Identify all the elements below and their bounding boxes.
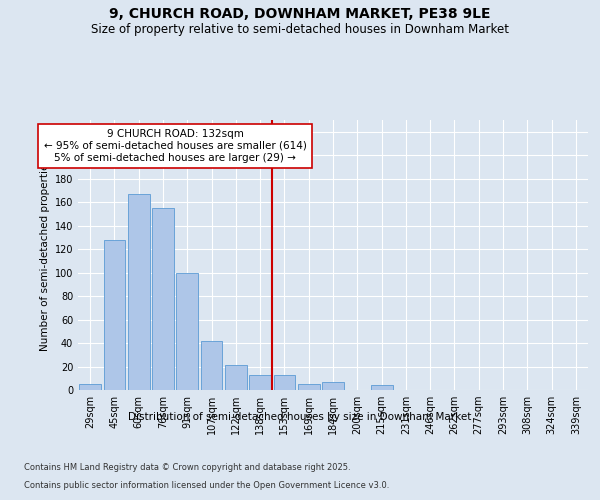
Text: 9 CHURCH ROAD: 132sqm
← 95% of semi-detached houses are smaller (614)
5% of semi: 9 CHURCH ROAD: 132sqm ← 95% of semi-deta… xyxy=(44,130,307,162)
Text: Size of property relative to semi-detached houses in Downham Market: Size of property relative to semi-detach… xyxy=(91,22,509,36)
Bar xyxy=(176,272,198,390)
Bar xyxy=(274,374,295,390)
Y-axis label: Number of semi-detached properties: Number of semi-detached properties xyxy=(40,158,50,352)
Bar xyxy=(79,384,101,390)
Text: Contains public sector information licensed under the Open Government Licence v3: Contains public sector information licen… xyxy=(24,481,389,490)
Bar xyxy=(104,240,125,390)
Bar xyxy=(200,340,223,390)
Bar xyxy=(298,384,320,390)
Bar xyxy=(371,386,392,390)
Text: Contains HM Land Registry data © Crown copyright and database right 2025.: Contains HM Land Registry data © Crown c… xyxy=(24,464,350,472)
Text: 9, CHURCH ROAD, DOWNHAM MARKET, PE38 9LE: 9, CHURCH ROAD, DOWNHAM MARKET, PE38 9LE xyxy=(109,8,491,22)
Text: Distribution of semi-detached houses by size in Downham Market: Distribution of semi-detached houses by … xyxy=(128,412,472,422)
Bar xyxy=(225,366,247,390)
Bar xyxy=(128,194,149,390)
Bar xyxy=(249,374,271,390)
Bar xyxy=(322,382,344,390)
Bar xyxy=(152,208,174,390)
